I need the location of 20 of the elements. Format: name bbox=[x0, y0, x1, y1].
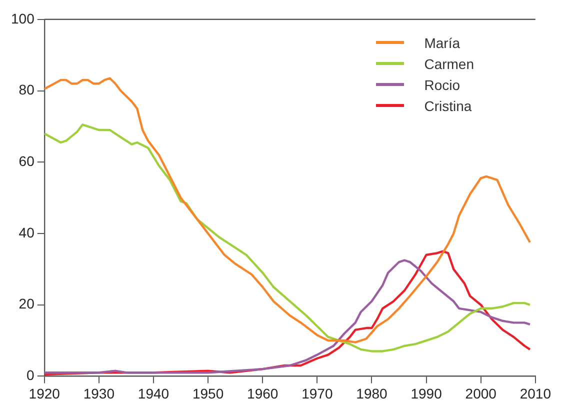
x-tick-label: 1930 bbox=[83, 385, 115, 402]
y-tick-label: 40 bbox=[18, 224, 35, 240]
x-tick-label: 1950 bbox=[192, 385, 224, 402]
y-tick-label: 100 bbox=[11, 10, 35, 26]
x-tick-label: 1980 bbox=[356, 385, 388, 402]
x-tick-label: 1940 bbox=[138, 385, 170, 402]
y-tick-label: 60 bbox=[18, 152, 35, 169]
x-tick-label: 2010 bbox=[520, 385, 552, 402]
y-tick-label: 20 bbox=[18, 296, 35, 312]
x-tick-label: 2000 bbox=[465, 385, 497, 402]
x-tick-label: 1970 bbox=[302, 385, 333, 402]
legend-label: María bbox=[424, 34, 460, 50]
legend-label: Cristina bbox=[424, 98, 472, 114]
y-tick-label: 0 bbox=[26, 367, 35, 384]
x-tick-label: 1960 bbox=[247, 385, 278, 402]
y-tick-label: 80 bbox=[18, 82, 35, 98]
x-tick-label: 1990 bbox=[410, 385, 442, 402]
legend-label: Carmen bbox=[424, 56, 474, 72]
legend-label: Rocio bbox=[424, 76, 460, 92]
x-tick-label: 1920 bbox=[28, 385, 60, 402]
